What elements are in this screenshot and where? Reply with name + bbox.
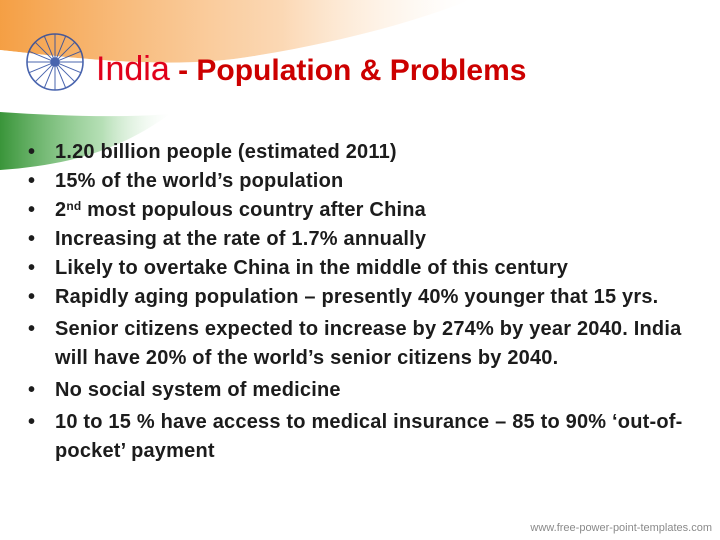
bullet-item: • 15% of the world’s population xyxy=(28,167,688,196)
title-country: India xyxy=(96,50,170,88)
bullet-dot: • xyxy=(28,199,36,221)
bullet-dot: • xyxy=(28,379,36,401)
bullet-item: • Likely to overtake China in the middle … xyxy=(28,254,688,283)
bullet-item: • 10 to 15 % have access to medical insur… xyxy=(28,408,688,466)
bullet-dot: • xyxy=(28,318,36,340)
bullet-dot: • xyxy=(28,286,36,308)
bullet-item: • 2nd most populous country after China xyxy=(28,196,688,225)
bullet-dot: • xyxy=(28,411,36,433)
bullet-list: • 1.20 billion people (estimated 2011) • 1… xyxy=(28,138,688,466)
bullet-item: • Rapidly aging population – presently 40… xyxy=(28,283,688,312)
slide-title: India - Population & Problems xyxy=(96,50,526,89)
bullet-dot: • xyxy=(28,141,36,163)
bullet-item: • No social system of medicine xyxy=(28,376,688,405)
ashoka-chakra-icon xyxy=(26,33,84,91)
bullet-item: • Increasing at the rate of 1.7% annually xyxy=(28,225,688,254)
bullet-dot: • xyxy=(28,228,36,250)
title-rest: - Population & Problems xyxy=(169,54,527,87)
bullet-dot: • xyxy=(28,170,36,192)
footer-url: www.free-power-point-templates.com xyxy=(530,522,712,534)
bullet-item: • Senior citizens expected to increase by… xyxy=(28,315,688,373)
bullet-dot: • xyxy=(28,257,36,279)
bullet-item: • 1.20 billion people (estimated 2011) xyxy=(28,138,688,167)
